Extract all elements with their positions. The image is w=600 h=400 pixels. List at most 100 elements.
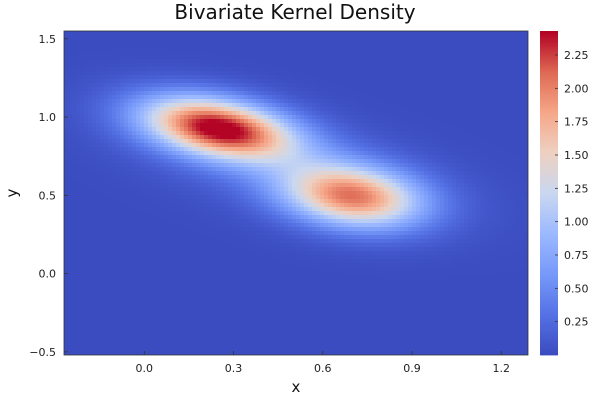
heatmap-cell — [268, 127, 273, 132]
heatmap-cell — [272, 195, 277, 200]
heatmap-cell — [152, 191, 157, 196]
heatmap-cell — [156, 67, 161, 72]
heatmap-cell — [464, 119, 469, 124]
heatmap-cell — [100, 171, 105, 176]
heatmap-cell — [172, 171, 177, 176]
heatmap-cell — [164, 171, 169, 176]
heatmap-cell — [132, 147, 137, 152]
heatmap-cell — [380, 171, 385, 176]
heatmap-cell — [80, 107, 85, 112]
heatmap-cell — [516, 119, 521, 124]
heatmap-cell — [108, 79, 113, 84]
heatmap-cell — [332, 51, 337, 56]
heatmap-cell — [192, 151, 197, 156]
heatmap-cell — [348, 99, 353, 104]
heatmap-cell — [180, 179, 185, 184]
heatmap-cell — [468, 135, 473, 140]
heatmap-cell — [64, 163, 69, 168]
heatmap-cell — [496, 119, 501, 124]
heatmap-cell — [200, 119, 205, 124]
heatmap-cell — [376, 131, 381, 136]
heatmap-cell — [136, 91, 141, 96]
heatmap-cell — [308, 187, 313, 192]
heatmap-cell — [516, 63, 521, 68]
heatmap-cell — [496, 31, 501, 36]
heatmap-cell — [96, 67, 101, 72]
heatmap-cell — [308, 71, 313, 76]
heatmap-cell — [440, 111, 445, 116]
heatmap-cell — [232, 123, 237, 128]
heatmap-cell — [500, 91, 505, 96]
heatmap-cell — [196, 127, 201, 132]
heatmap-cell — [104, 87, 109, 92]
heatmap-cell — [252, 63, 257, 68]
heatmap-cell — [152, 55, 157, 60]
heatmap-cell — [100, 139, 105, 144]
heatmap-cell — [224, 31, 229, 36]
heatmap-cell — [216, 155, 221, 160]
heatmap-cell — [76, 167, 81, 172]
heatmap-cell — [424, 155, 429, 160]
heatmap-cell — [520, 187, 525, 192]
heatmap-cell — [408, 59, 413, 64]
heatmap-cell — [216, 147, 221, 152]
heatmap-cell — [372, 71, 377, 76]
heatmap-cell — [236, 71, 241, 76]
heatmap-cell — [128, 95, 133, 100]
heatmap-cell — [480, 67, 485, 72]
chart-title: Bivariate Kernel Density — [174, 0, 415, 24]
heatmap-cell — [200, 91, 205, 96]
heatmap-cell — [84, 83, 89, 88]
heatmap-cell — [512, 127, 517, 132]
heatmap-cell — [500, 47, 505, 52]
heatmap-cell — [100, 111, 105, 116]
heatmap-cell — [260, 115, 265, 120]
heatmap-cell — [432, 135, 437, 140]
heatmap-cell — [132, 135, 137, 140]
heatmap-cell — [220, 95, 225, 100]
heatmap-cell — [72, 43, 77, 48]
heatmap-cell — [308, 135, 313, 140]
heatmap-cell — [468, 127, 473, 132]
heatmap-cell — [84, 75, 89, 80]
heatmap-cell — [464, 167, 469, 172]
heatmap-cell — [328, 187, 333, 192]
heatmap-cell — [228, 115, 233, 120]
heatmap-cell — [248, 115, 253, 120]
heatmap-cell — [468, 179, 473, 184]
heatmap-cell — [420, 47, 425, 52]
heatmap-cell — [188, 55, 193, 60]
heatmap-cell — [224, 155, 229, 160]
heatmap-cell — [524, 83, 528, 88]
heatmap-cell — [348, 151, 353, 156]
heatmap-cell — [360, 95, 365, 100]
heatmap-cell — [284, 47, 289, 52]
heatmap-cell — [376, 39, 381, 44]
heatmap-cell — [268, 87, 273, 92]
heatmap-cell — [348, 191, 353, 196]
heatmap-cell — [496, 151, 501, 156]
heatmap-cell — [392, 135, 397, 140]
heatmap-cell — [156, 51, 161, 56]
heatmap-cell — [104, 179, 109, 184]
heatmap-cell — [84, 187, 89, 192]
heatmap-cell — [400, 135, 405, 140]
heatmap-cell — [484, 139, 489, 144]
heatmap-cell — [324, 175, 329, 180]
heatmap-cell — [156, 191, 161, 196]
heatmap-cell — [80, 159, 85, 164]
heatmap-cell — [264, 167, 269, 172]
heatmap-cell — [348, 55, 353, 60]
heatmap-cell — [272, 155, 277, 160]
heatmap-cell — [116, 31, 121, 36]
heatmap-cell — [360, 151, 365, 156]
heatmap-cell — [372, 159, 377, 164]
heatmap-cell — [248, 91, 253, 96]
heatmap-cell — [364, 115, 369, 120]
heatmap-cell — [228, 171, 233, 176]
heatmap-cell — [328, 155, 333, 160]
heatmap-cell — [456, 43, 461, 48]
heatmap-cell — [376, 183, 381, 188]
heatmap-cell — [288, 163, 293, 168]
heatmap-cell — [412, 191, 417, 196]
